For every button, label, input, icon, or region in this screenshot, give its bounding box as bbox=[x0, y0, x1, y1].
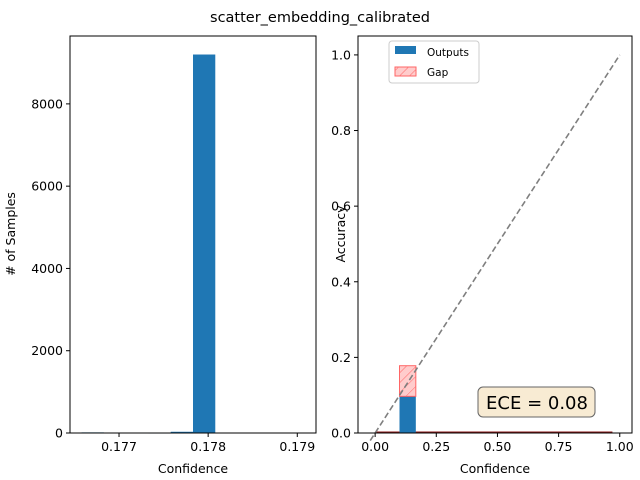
ece-annotation: ECE = 0.08 bbox=[477, 386, 596, 418]
ece-text: ECE = 0.08 bbox=[486, 393, 588, 414]
histogram-xlabel: Confidence bbox=[158, 461, 229, 476]
reliability-xtick-label: 0.75 bbox=[545, 439, 573, 454]
reliability-bars bbox=[369, 54, 621, 441]
histogram-bar bbox=[193, 54, 216, 434]
reliability-frame bbox=[357, 35, 633, 434]
reliability-xtick-label: 0.00 bbox=[361, 439, 389, 454]
histogram-ticks: 0.177 0.178 0.179 0 2000 4000 6000 8000 bbox=[31, 96, 315, 454]
legend-gap-label: Gap bbox=[427, 67, 449, 79]
histogram-ytick-label: 2000 bbox=[31, 343, 63, 358]
reliability-ytick-label: 0.0 bbox=[331, 426, 351, 441]
histogram-bar bbox=[170, 431, 193, 433]
histogram-xtick-label: 0.177 bbox=[101, 439, 137, 454]
legend-gap-swatch bbox=[394, 66, 417, 77]
histogram-ylabel: # of Samples bbox=[3, 192, 18, 276]
reliability-xtick-label: 0.50 bbox=[484, 439, 512, 454]
reliability-ticks: 0.00 0.25 0.50 0.75 1.00 0.0 0.2 0.4 0.6 0.8 1.0 bbox=[331, 47, 634, 454]
ece-box bbox=[477, 386, 596, 418]
reliability-xtick-label: 1.00 bbox=[606, 439, 634, 454]
histogram-ytick-label: 8000 bbox=[31, 96, 63, 111]
reliability-axes: 0.00 0.25 0.50 0.75 1.00 0.0 0.2 0.4 0.6 0.8 1.0 O… bbox=[331, 35, 634, 476]
reliability-ylabel: Accuracy bbox=[333, 205, 348, 263]
gap-bar bbox=[399, 365, 417, 397]
reliability-xlabel: Confidence bbox=[460, 461, 531, 476]
histogram-frame bbox=[69, 35, 317, 434]
histogram-xtick-label: 0.179 bbox=[279, 439, 315, 454]
histogram-axes: 0.177 0.178 0.179 0 2000 4000 6000 8000 Confide… bbox=[3, 35, 317, 476]
reliability-xtick-label: 0.25 bbox=[422, 439, 450, 454]
reliability-ytick-label: 0.4 bbox=[331, 274, 351, 289]
outputs-bar bbox=[399, 396, 416, 433]
legend-outputs-swatch bbox=[395, 46, 416, 54]
histogram-ytick-label: 0 bbox=[55, 426, 63, 441]
histogram-ytick-label: 4000 bbox=[31, 261, 63, 276]
histogram-ytick-label: 6000 bbox=[31, 179, 63, 194]
perfect-calibration-line bbox=[369, 54, 621, 441]
reliability-ytick-label: 0.8 bbox=[331, 123, 351, 138]
reliability-ytick-label: 0.6 bbox=[331, 199, 351, 214]
histogram-xtick-label: 0.178 bbox=[190, 439, 226, 454]
figure-title: scatter_embedding_calibrated bbox=[210, 10, 430, 26]
legend-outputs-label: Outputs bbox=[427, 47, 469, 59]
histogram-bars bbox=[81, 54, 216, 434]
reliability-ytick-label: 0.2 bbox=[331, 350, 351, 365]
reliability-ytick-label: 1.0 bbox=[331, 47, 351, 62]
legend: Outputs Gap bbox=[388, 40, 480, 84]
